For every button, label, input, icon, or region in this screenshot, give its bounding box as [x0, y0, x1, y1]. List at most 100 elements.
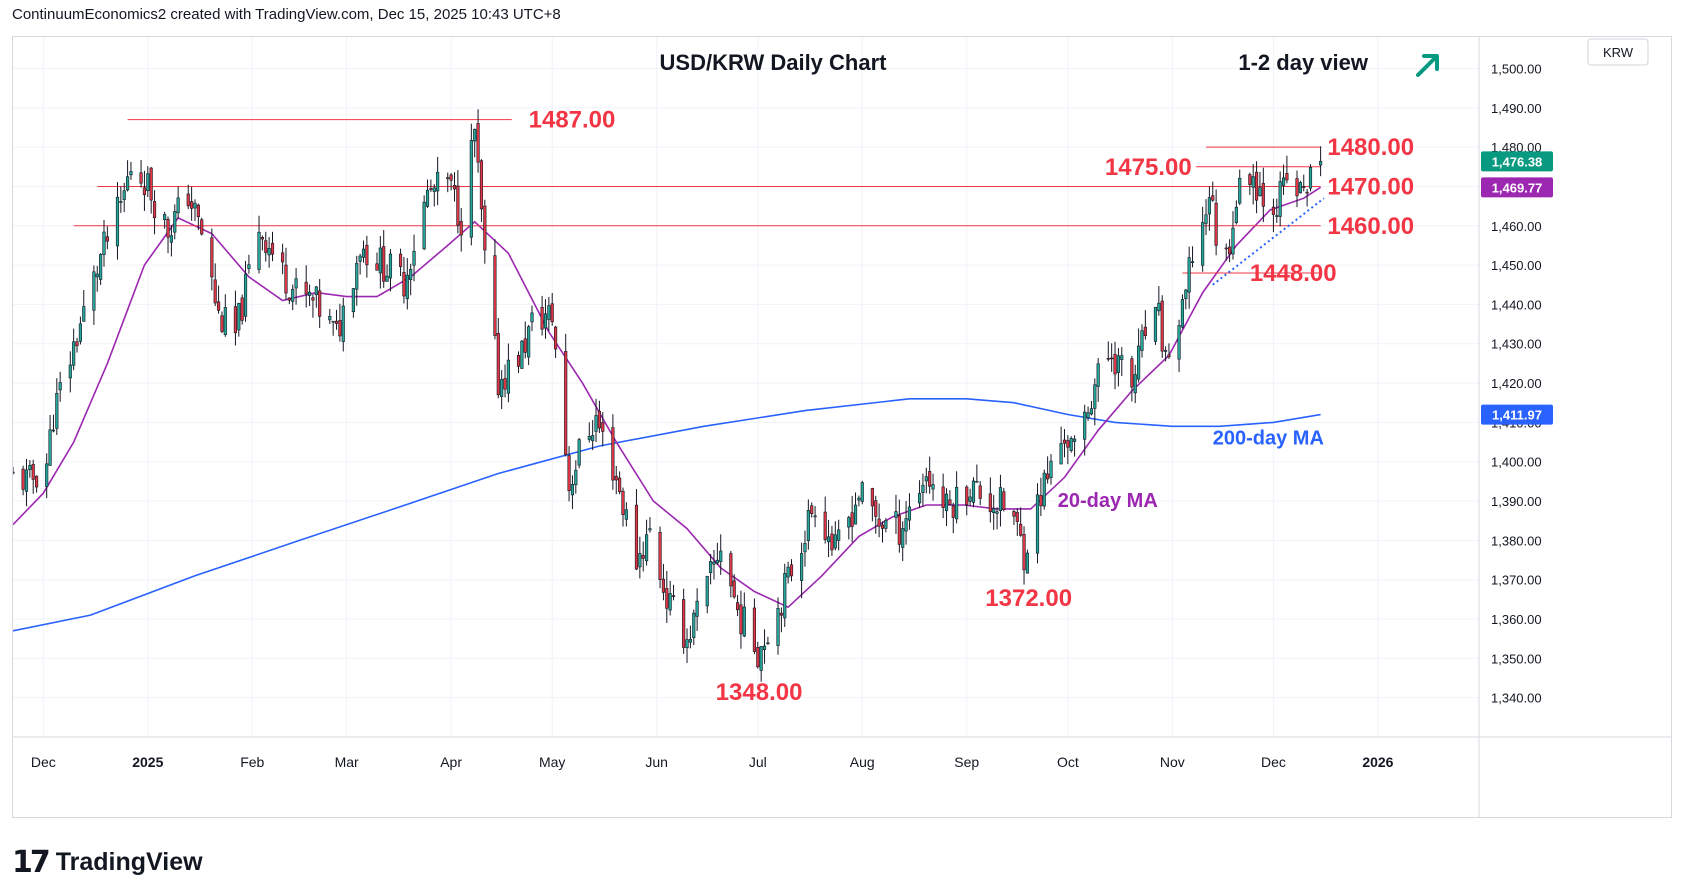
candle-body	[783, 573, 787, 619]
candle-body	[951, 505, 955, 518]
candle-body	[1019, 523, 1023, 536]
ma20-line	[12, 186, 1322, 609]
candle-body	[705, 575, 709, 607]
candle-body	[75, 341, 79, 347]
candle	[82, 290, 86, 322]
candle-body	[422, 201, 426, 250]
candle-body	[742, 606, 746, 637]
candle-body	[1137, 345, 1141, 380]
candle-body	[837, 529, 841, 541]
candle	[146, 166, 150, 198]
tradingview-brand[interactable]: 17 TradingView	[12, 845, 203, 880]
candle	[318, 279, 322, 328]
candle	[1211, 181, 1215, 202]
last-price-tag: 1,476.38	[1492, 154, 1543, 169]
candle-body	[233, 306, 238, 334]
candle-body	[577, 439, 581, 466]
candle	[776, 597, 780, 655]
candle-body	[267, 248, 271, 256]
x-tick-label: Sep	[954, 754, 979, 770]
candle-body	[382, 246, 386, 282]
candle	[894, 494, 898, 534]
candle	[311, 294, 315, 318]
candle	[126, 160, 130, 192]
candle-body	[126, 176, 130, 191]
candle-body	[884, 520, 888, 529]
candle	[432, 184, 436, 207]
candle-body	[1157, 302, 1161, 312]
candle-body	[55, 392, 59, 429]
candle	[496, 318, 500, 399]
candle-body	[715, 559, 719, 564]
candle-body	[436, 171, 440, 192]
candle	[257, 215, 261, 274]
candle-body	[806, 510, 810, 542]
candle	[800, 542, 804, 599]
level-label-1480.00: 1480.00	[1327, 134, 1414, 161]
candle-body	[311, 297, 315, 301]
candle-body	[331, 320, 335, 323]
grid	[13, 37, 1479, 737]
candle	[429, 179, 433, 192]
candle	[806, 499, 810, 550]
candle-body	[587, 436, 591, 440]
candle	[186, 184, 190, 210]
candle	[1295, 170, 1299, 208]
candle	[503, 364, 507, 398]
candle-body	[1130, 358, 1134, 388]
candle-body	[432, 187, 436, 192]
candle-body	[1190, 261, 1195, 263]
candle-body	[1308, 167, 1313, 189]
candle-body	[1207, 197, 1211, 215]
candle	[149, 166, 153, 214]
x-tick-label: Dec	[1261, 754, 1286, 770]
candle-body	[897, 515, 901, 545]
candle-body	[931, 484, 935, 490]
candle-body	[756, 647, 760, 668]
usdkrw-candlestick-chart[interactable]: 1487.00 1480.00 1475.00 1470.00 1460.00 1448.…	[11, 37, 1671, 817]
candle-body	[668, 593, 672, 611]
candle	[975, 464, 979, 483]
candle	[1251, 164, 1255, 205]
candle	[759, 645, 763, 682]
candle-body	[341, 305, 345, 342]
low-label-1348.00: 1348.00	[716, 679, 803, 706]
candle	[1228, 239, 1232, 263]
candle	[907, 493, 912, 530]
candle-body	[1167, 354, 1171, 358]
candle-body	[351, 288, 355, 313]
candle	[1120, 347, 1124, 377]
candle-body	[591, 435, 595, 442]
candle	[1190, 246, 1195, 268]
candle	[971, 477, 976, 508]
candle	[520, 339, 524, 369]
candle	[1254, 161, 1259, 214]
candle	[294, 268, 298, 305]
candle	[425, 179, 430, 208]
candle	[826, 519, 831, 558]
candle	[1163, 346, 1168, 362]
candle	[735, 594, 740, 617]
x-tick-label: Jul	[749, 754, 767, 770]
candle	[92, 265, 96, 325]
candle-body	[752, 607, 757, 652]
candle-body	[971, 480, 976, 503]
candle	[739, 590, 743, 649]
candle-body	[425, 189, 430, 207]
candle	[51, 414, 56, 433]
candle	[1180, 294, 1185, 329]
candle	[1234, 200, 1238, 225]
candle-body	[516, 354, 521, 367]
candle-body	[190, 201, 194, 209]
candle-body	[601, 422, 605, 432]
candle-body	[685, 639, 689, 649]
candle	[1278, 171, 1282, 227]
x-tick-label: Aug	[850, 754, 875, 770]
y-tick-label: 1,380.00	[1491, 533, 1542, 548]
candle	[304, 265, 308, 308]
chart-title: USD/KRW Daily Chart	[660, 50, 888, 75]
candle	[1305, 188, 1309, 207]
candle	[688, 625, 692, 649]
candle-body	[216, 301, 221, 311]
currency-badge[interactable]: KRW	[1587, 38, 1649, 66]
